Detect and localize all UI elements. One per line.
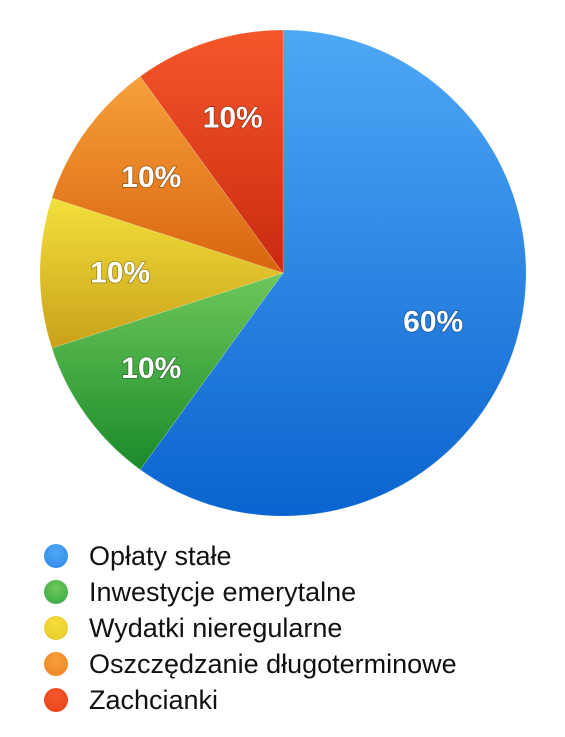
pie-chart-svg: 60% 10% 10% 10% 10% bbox=[0, 0, 565, 530]
legend-color-dot bbox=[44, 580, 68, 604]
legend-label: Oszczędzanie długoterminowe bbox=[89, 649, 457, 680]
legend-label: Inwestycje emerytalne bbox=[89, 577, 356, 608]
chart-legend: Opłaty stałe Inwestycje emerytalne Wydat… bbox=[44, 538, 457, 718]
legend-item-wydatki-nieregularne: Wydatki nieregularne bbox=[44, 610, 457, 646]
legend-item-inwestycje-emerytalne: Inwestycje emerytalne bbox=[44, 574, 457, 610]
legend-item-oszczedzanie-dlugoterminowe: Oszczędzanie długoterminowe bbox=[44, 646, 457, 682]
pie-data-label-oszczedzanie-dlugoterminowe: 10% bbox=[121, 161, 181, 194]
legend-color-dot bbox=[44, 688, 68, 712]
pie-data-label-wydatki-nieregularne: 10% bbox=[90, 257, 150, 290]
legend-color-dot bbox=[44, 616, 68, 640]
legend-label: Zachcianki bbox=[89, 685, 218, 716]
legend-item-oplaty-stale: Opłaty stałe bbox=[44, 538, 457, 574]
legend-color-dot bbox=[44, 544, 68, 568]
pie-chart: 60% 10% 10% 10% 10% bbox=[0, 0, 565, 530]
pie-data-label-inwestycje-emerytalne: 10% bbox=[121, 352, 181, 385]
legend-color-dot bbox=[44, 652, 68, 676]
legend-label: Opłaty stałe bbox=[89, 541, 232, 572]
legend-label: Wydatki nieregularne bbox=[89, 613, 342, 644]
legend-item-zachcianki: Zachcianki bbox=[44, 682, 457, 718]
pie-data-label-oplaty-stale: 60% bbox=[403, 305, 463, 338]
pie-data-label-zachcianki: 10% bbox=[203, 102, 263, 135]
